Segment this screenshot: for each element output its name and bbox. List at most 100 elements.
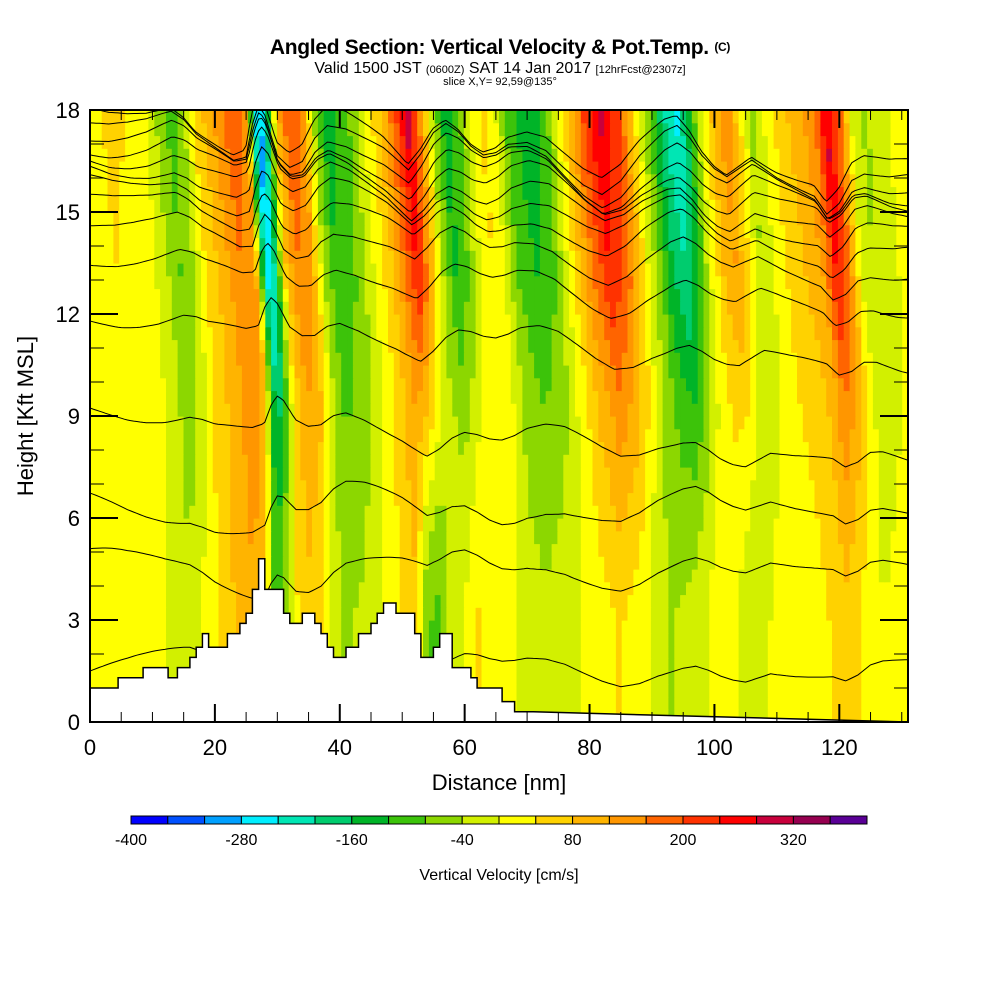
velocity-cell (691, 416, 699, 430)
velocity-cell (516, 556, 523, 570)
velocity-cell (411, 467, 418, 481)
velocity-cell (867, 352, 874, 366)
velocity-cell (832, 492, 839, 506)
velocity-cell (674, 352, 681, 366)
velocity-cell (382, 479, 389, 494)
velocity-cell (177, 416, 184, 430)
velocity-cell (300, 326, 307, 341)
velocity-cell (195, 620, 202, 634)
velocity-cell (902, 326, 908, 341)
velocity-cell (732, 479, 740, 494)
velocity-cell (726, 607, 734, 621)
velocity-cell (598, 569, 605, 583)
velocity-cell (312, 428, 319, 443)
velocity-cell (206, 454, 214, 468)
velocity-cell (849, 416, 856, 430)
velocity-cell (580, 683, 588, 698)
velocity-cell (393, 569, 401, 583)
velocity-cell (750, 696, 757, 710)
velocity-cell (499, 467, 506, 481)
velocity-cell (247, 441, 255, 455)
velocity-cell (294, 569, 301, 583)
velocity-cell (569, 441, 576, 455)
velocity-cell (773, 479, 780, 494)
velocity-cell (189, 479, 196, 494)
velocity-cell (627, 390, 634, 404)
velocity-cell (300, 428, 307, 443)
velocity-cell (686, 326, 693, 341)
velocity-cell (773, 339, 780, 353)
velocity-cell (341, 454, 348, 468)
velocity-cell (160, 505, 167, 519)
velocity-cell (569, 543, 576, 557)
velocity-cell (872, 543, 880, 557)
velocity-cell (703, 581, 710, 596)
velocity-cell (814, 671, 821, 685)
velocity-cell (645, 377, 652, 392)
velocity-cell (317, 275, 325, 290)
velocity-cell (125, 454, 132, 468)
velocity-cell (785, 518, 792, 532)
velocity-cell (475, 377, 482, 392)
velocity-cell (773, 505, 780, 519)
velocity-cell (545, 671, 553, 685)
velocity-cell (738, 518, 745, 532)
velocity-cell (826, 365, 833, 379)
velocity-cell (580, 530, 588, 545)
velocity-cell (539, 671, 547, 685)
velocity-cell (557, 263, 564, 277)
velocity-cell (189, 275, 196, 290)
velocity-cell (475, 620, 482, 634)
velocity-cell (265, 441, 272, 455)
velocity-cell (884, 339, 891, 353)
velocity-cell (288, 569, 296, 583)
velocity-cell (534, 377, 541, 392)
velocity-cell (756, 479, 763, 494)
velocity-cell (446, 352, 453, 366)
velocity-cell (405, 352, 412, 366)
velocity-cell (522, 530, 529, 545)
velocity-cell (347, 594, 354, 608)
velocity-cell (364, 403, 371, 417)
velocity-cell (335, 275, 342, 290)
velocity-cell (539, 403, 547, 417)
velocity-cell (475, 352, 482, 366)
velocity-cell (686, 530, 693, 545)
velocity-cell (878, 403, 886, 417)
velocity-cell (329, 275, 336, 290)
velocity-cell (563, 416, 570, 430)
velocity-cell (779, 632, 786, 647)
velocity-cell (861, 428, 868, 443)
velocity-cell (703, 275, 710, 290)
velocity-cell (446, 530, 453, 545)
velocity-cell (428, 607, 436, 621)
velocity-cell (423, 645, 430, 659)
velocity-cell (867, 543, 874, 557)
velocity-cell (627, 288, 634, 302)
velocity-cell (808, 479, 816, 494)
velocity-cell (890, 390, 897, 404)
velocity-cell (177, 428, 184, 443)
velocity-cell (323, 263, 331, 277)
velocity-cell (563, 441, 570, 455)
velocity-cell (691, 428, 699, 443)
velocity-cell (136, 377, 144, 392)
velocity-cell (382, 441, 389, 455)
velocity-cell (680, 683, 687, 698)
velocity-cell (171, 581, 179, 596)
velocity-cell (212, 505, 220, 519)
velocity-cell (615, 683, 623, 698)
velocity-cell (142, 530, 149, 545)
velocity-cell (645, 696, 652, 710)
velocity-cell (861, 543, 868, 557)
velocity-cell (633, 416, 640, 430)
velocity-cell (528, 492, 535, 506)
velocity-cell (212, 581, 220, 596)
velocity-cell (125, 620, 132, 634)
velocity-cell (288, 416, 296, 430)
velocity-cell (481, 377, 488, 392)
velocity-cell (516, 607, 523, 621)
velocity-cell (808, 556, 816, 570)
velocity-cell (680, 301, 687, 315)
velocity-cell (691, 314, 699, 328)
